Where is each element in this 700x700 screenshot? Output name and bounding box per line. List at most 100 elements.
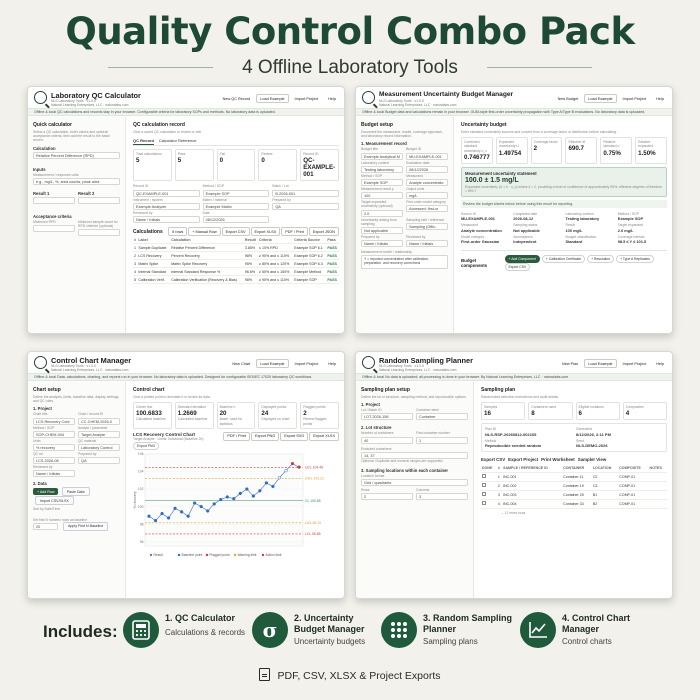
notes-cell[interactable] [648, 472, 667, 482]
chart-export-button[interactable]: Export XLSX [309, 431, 339, 441]
calc-action-button[interactable]: Export CSV [221, 227, 250, 237]
field-input[interactable]: Accessed: first-or [406, 205, 448, 213]
field-input[interactable]: MU-EXAMPLE-001 [406, 152, 448, 160]
field-input[interactable]: LCS-2026-08 [33, 457, 75, 465]
model-input[interactable]: Y = reported concentration after calibra… [361, 255, 448, 270]
import-project-button[interactable]: Import Project [290, 94, 323, 103]
plan-export-button[interactable]: Sampler View [577, 456, 607, 462]
new-qc-record-button[interactable]: New QC Record [218, 94, 255, 103]
cols-input[interactable]: 3 [416, 493, 468, 501]
measurement-units-input[interactable]: e.g., mg/L, %, area counts, peak area [33, 177, 120, 185]
field-input[interactable]: Laboratory Control [78, 444, 120, 452]
table-row[interactable]: 1 Sample Duplicate Relative Percent Differ… [133, 243, 339, 253]
first-container-input[interactable]: 1 [416, 436, 468, 444]
component-chip[interactable]: + Add Component [504, 254, 540, 263]
done-checkbox[interactable] [481, 499, 497, 509]
field-input[interactable]: Name / Initials [33, 470, 75, 478]
load-example-button[interactable]: Load Example [256, 94, 289, 103]
field-input[interactable]: 100 [361, 192, 404, 200]
field-input[interactable]: B-2026-001 [272, 189, 339, 197]
apply-baseline-button[interactable]: Apply First N Baseline [63, 521, 109, 531]
table-row[interactable]: 2 LCS Recovery Percent Recovery 98% ≥ 90% an… [133, 251, 339, 261]
new-plan-button[interactable]: New Plan [558, 359, 583, 368]
lot-input[interactable]: LOT-2026-158 [361, 413, 413, 421]
result1-input[interactable] [33, 196, 75, 204]
calc-action-button[interactable]: PDF / Print [281, 227, 308, 237]
plan-export-button[interactable]: Export CSV [481, 456, 506, 462]
table-row[interactable]: 3 INC-003 Container 25 B1 COMP-01 [481, 490, 667, 500]
field-input[interactable]: QC-EXAMPLE-001 [133, 189, 200, 197]
field-input[interactable]: SOP-CHEM-004 [33, 430, 75, 438]
notes-cell[interactable] [648, 481, 667, 491]
component-chip[interactable]: + Type A Replicates [616, 254, 654, 263]
control-chart[interactable]: 96 98 100 102 104 106 % recovery UCL 104.48 UWL … [133, 450, 341, 562]
calc-action-button[interactable]: Export JSON [308, 227, 339, 237]
component-chip[interactable]: + Calibration Certificate [541, 254, 586, 263]
new-budget-button[interactable]: New Budget [553, 94, 583, 103]
help-button[interactable]: Help [324, 359, 340, 368]
import-project-button[interactable]: Import Project [618, 359, 651, 368]
add-row-button[interactable]: + Add Row [33, 488, 59, 496]
component-chip[interactable]: + Resolution [587, 254, 615, 263]
container-input[interactable]: Container [416, 413, 468, 421]
num-containers-input[interactable]: 40 [361, 436, 413, 444]
field-input[interactable]: Example Analytical M [361, 152, 404, 160]
load-example-button[interactable]: Load Example [584, 359, 617, 368]
table-row[interactable]: 4 INC-004 Container 33 B2 COMP-01 [481, 499, 667, 509]
tab-qc-record[interactable]: QC Record [133, 136, 154, 146]
field-input[interactable]: Name / Initials [133, 216, 200, 224]
rows-input[interactable]: 2 [361, 493, 413, 501]
component-chip[interactable]: Export CSV [504, 262, 531, 271]
field-input[interactable]: Not applicable [361, 227, 404, 235]
import-project-button[interactable]: Import Project [618, 94, 651, 103]
field-input[interactable]: Target Analyte [78, 430, 120, 438]
excluded-input[interactable]: 14, 37 [361, 451, 468, 459]
chart-export-button[interactable]: PDF / Print [223, 431, 250, 441]
field-input[interactable]: Example SOP [202, 189, 270, 197]
field-input[interactable]: QA [272, 202, 339, 210]
calc-action-button[interactable]: + Manual Row [188, 227, 221, 237]
field-input[interactable]: Example SOP [361, 179, 404, 187]
table-row[interactable]: 4 Internal Standard Internal Standard Resp… [133, 267, 339, 277]
import-csv-button[interactable]: Import CSV/XLSX [35, 496, 74, 506]
table-row[interactable]: 5 Calibration Verif. Calibration Verificat… [133, 275, 339, 285]
chart-export-button[interactable]: Export PNG [250, 431, 280, 441]
calculation-select[interactable]: Relative Percent Difference (RPD) [33, 151, 120, 159]
calc-action-button[interactable]: 5 rows [168, 227, 188, 237]
field-input[interactable]: Name / Initials [361, 240, 404, 248]
field-input[interactable]: Analyte concentratio [406, 179, 448, 187]
field-input[interactable]: CC-CHEM-2026-0 [78, 417, 120, 425]
min-count-input[interactable] [78, 229, 120, 237]
max-rpd-input[interactable] [33, 225, 75, 233]
done-checkbox[interactable] [481, 490, 497, 500]
help-button[interactable]: Help [652, 359, 668, 368]
field-input[interactable]: % recovery [33, 444, 75, 452]
table-row[interactable]: 2 INC-002 Container 19 C3 COMP-01 [481, 481, 667, 491]
plan-export-button[interactable]: Export Project [508, 456, 539, 462]
field-input[interactable]: QA [78, 457, 120, 465]
tab-calculator-reference[interactable]: Calculator Reference [158, 137, 197, 143]
field-input[interactable]: Testing laboratory [361, 165, 404, 173]
field-input[interactable]: Example Analyzer [133, 202, 200, 210]
done-checkbox[interactable] [481, 472, 497, 482]
plan-export-button[interactable]: Print Worksheet [541, 456, 575, 462]
calc-action-button[interactable]: Export XLSX [250, 227, 281, 237]
done-checkbox[interactable] [481, 481, 497, 491]
location-format-select[interactable]: Grid / quadrants [361, 479, 468, 487]
field-input[interactable]: 08/12/2026 [202, 216, 270, 224]
notes-cell[interactable] [648, 490, 667, 500]
export-png-chip[interactable]: Export PNG [133, 442, 160, 451]
field-input[interactable]: 2.0 [361, 209, 404, 217]
import-project-button[interactable]: Import Project [290, 359, 323, 368]
help-button[interactable]: Help [652, 94, 668, 103]
field-input[interactable]: LCS Recovery Cont [33, 417, 75, 425]
field-input[interactable]: Name / Initials [406, 240, 448, 248]
load-example-button[interactable]: Load Example [584, 94, 617, 103]
notes-cell[interactable] [648, 499, 667, 509]
field-input[interactable]: Sampling (Offic.. [406, 222, 448, 230]
sort-toggle[interactable]: Sort by Date/Time [33, 507, 61, 512]
table-row[interactable]: 1 INC-001 Container 11 C2 COMP-01 [481, 472, 667, 482]
chart-export-button[interactable]: Export SVG [280, 431, 309, 441]
table-row[interactable]: 3 Matrix Spike Matrix Spike Recovery 95% ≥ 8… [133, 259, 339, 269]
help-button[interactable]: Help [324, 94, 340, 103]
